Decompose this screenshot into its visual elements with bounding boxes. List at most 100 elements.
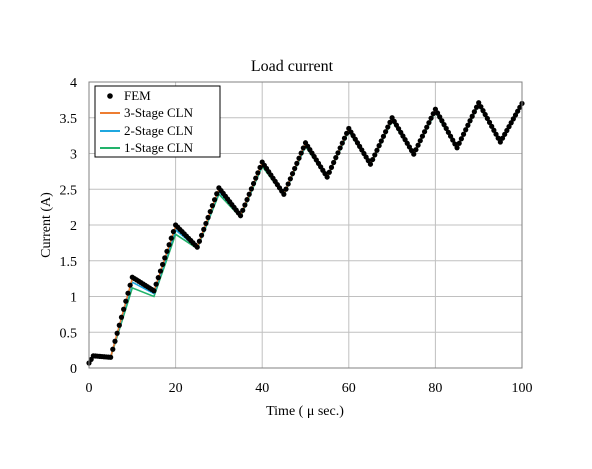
plot-area-frame [88,81,523,369]
fem-data-point [467,118,473,124]
fem-data-point [499,135,506,141]
fem-data-point [447,133,454,139]
fem-data-point [463,127,469,133]
fem-data-point [203,220,209,227]
fem-data-point [417,138,423,144]
fem-data-point [240,207,246,213]
fem-data-point [469,113,475,119]
fem-data-point [471,109,477,115]
fem-data-point [480,108,486,114]
y-tick-label: 0 [70,362,77,377]
y-tick-label: 2.5 [60,183,78,198]
fem-data-point [125,290,131,296]
fem-data-point [127,282,133,288]
fem-data-point [473,104,480,110]
fem-data-point [300,145,306,151]
fem-data-point [415,142,421,148]
fem-data-point [510,116,516,122]
legend-label-3-stage: 3-Stage CLN [124,105,194,120]
fem-data-point [166,242,172,248]
fem-data-point [424,124,430,130]
fem-data-point [411,151,417,157]
fem-data-point [285,181,291,187]
y-tick-label: 1 [70,291,77,306]
fem-data-point [456,140,462,146]
fem-data-point [168,235,174,241]
legend-label-fem: FEM [124,88,151,103]
y-axis-label: Current (A) [39,192,54,258]
fem-data-point [294,160,300,166]
y-tick-label: 3.5 [60,112,78,127]
fem-data-point [196,238,203,244]
fem-data-point [209,203,215,209]
fem-data-point [512,112,519,118]
fem-data-point [437,114,443,120]
fem-data-point [378,138,384,144]
fem-data-point [248,186,254,192]
x-tick-label: 0 [86,381,93,396]
fem-data-point [298,150,304,156]
fem-data-point [515,108,521,114]
fem-data-point [211,197,218,203]
fem-data-point [331,159,337,166]
fem-data-point [372,152,378,158]
fem-data-point [114,330,120,336]
fem-data-point [434,110,441,116]
fem-data-point [493,131,499,137]
fem-data-point [419,133,426,139]
y-tick-label: 4 [70,76,77,91]
fem-data-point [198,232,205,238]
fem-data-point [489,123,495,129]
fem-data-point [476,100,482,106]
fem-data-point [443,125,449,132]
fem-data-point [482,111,488,118]
fem-data-point [326,169,332,175]
fem-data-point [108,354,114,360]
fem-data-point [333,155,339,161]
fem-data-point [478,104,484,110]
y-tick-label: 1.5 [60,255,78,270]
fem-data-point [502,131,508,137]
fem-data-point [335,150,341,156]
fem-data-point [207,208,213,215]
legend: FEM 3-Stage CLN 2-Stage CLN 1-Stage CLN [94,85,221,158]
fem-data-point [491,127,497,133]
fem-data-point [370,156,376,163]
fem-data-point [214,191,220,197]
fem-data-point [460,131,467,137]
fem-data-point [283,186,289,192]
fem-data-point [164,248,170,254]
fem-data-point [116,322,122,328]
fem-data-point [242,202,248,208]
fem-data-point [194,244,200,250]
fem-data-point [341,135,348,141]
fem-data-point [344,130,350,136]
fem-data-point [441,122,447,128]
fem-data-point [426,120,432,126]
fem-data-point [244,197,250,203]
fem-data-point [289,171,296,177]
fem-data-point [205,214,211,221]
fem-data-point [376,143,382,149]
legend-label-1-stage: 1-Stage CLN [124,140,194,155]
fem-data-point [155,275,161,281]
fem-data-point [253,175,259,181]
fem-data-point [387,119,393,125]
fem-data-point [385,124,391,130]
ticks-layer: 00.511.522.533.540 20 40 60 80 100 [60,76,533,396]
fem-data-point [484,115,490,122]
fem-data-point [250,180,257,187]
fem-data-point [170,228,177,235]
legend-marker-fem [107,93,113,99]
chart-title: Load current [251,58,334,75]
fem-data-point [380,133,387,139]
fem-data-point [486,119,493,125]
fem-data-point [201,226,207,232]
fem-data-point [296,155,302,161]
fem-data-point [508,120,514,126]
fem-data-point [237,213,244,219]
fem-data-point [504,127,510,134]
fem-data-point [257,164,263,171]
